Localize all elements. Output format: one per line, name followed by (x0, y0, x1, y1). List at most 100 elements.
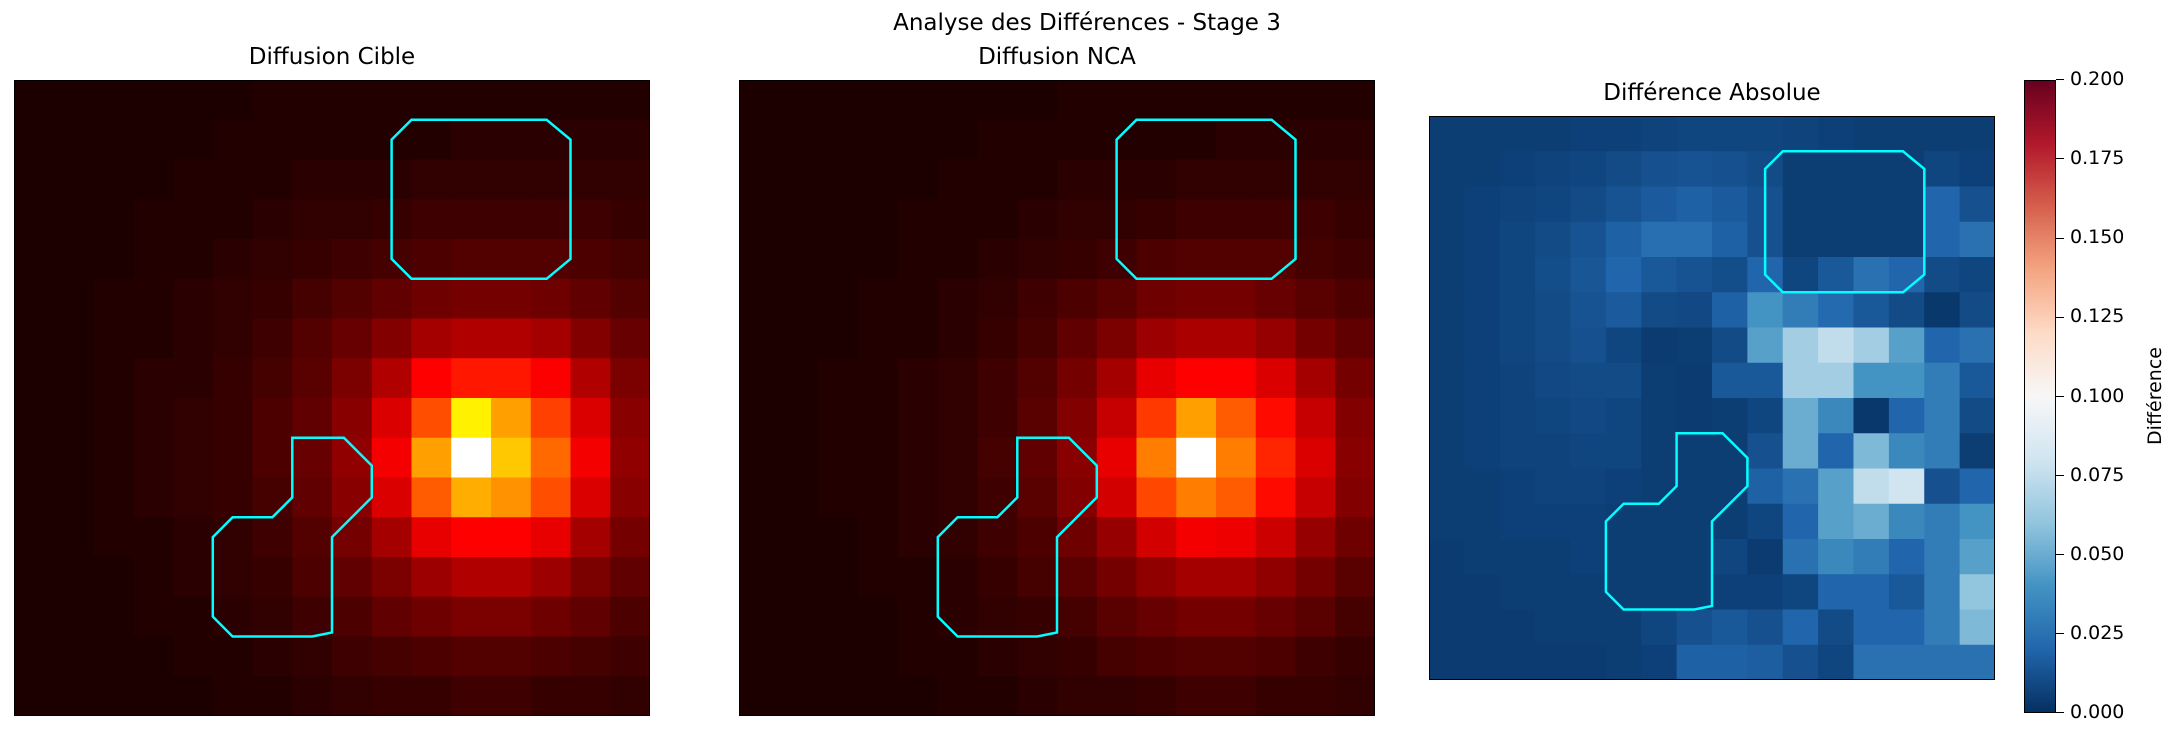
colorbar-label: Différence (2144, 347, 2166, 445)
heatmap-cell (1853, 116, 1890, 152)
heatmap-cell (252, 358, 293, 399)
heatmap-cell (1818, 609, 1855, 646)
heatmap-cell (570, 199, 611, 240)
heatmap-cell (1096, 398, 1138, 439)
heatmap-cell (1888, 644, 1925, 680)
heatmap-cell (1176, 517, 1217, 558)
heatmap-cell (778, 437, 820, 479)
heatmap-cell (1924, 468, 1961, 505)
heatmap-cell (1676, 292, 1713, 329)
heatmap-cell (1570, 574, 1607, 611)
heatmap-cell (212, 596, 254, 638)
heatmap-cell (1017, 676, 1058, 716)
heatmap-cell (53, 437, 95, 479)
obstacle-outline (1115, 118, 1297, 281)
heatmap-cell (1959, 398, 1995, 434)
heatmap-cell (1570, 151, 1607, 188)
heatmap-cell (292, 358, 333, 399)
heatmap-cell (1676, 151, 1713, 188)
heatmap-cell (1176, 239, 1217, 280)
heatmap-cell (451, 517, 492, 558)
heatmap-cell (1818, 151, 1855, 188)
heatmap-cell (1818, 221, 1855, 258)
heatmap-cell (858, 278, 899, 320)
heatmap-cell (1136, 358, 1177, 399)
heatmap-cell (977, 676, 1018, 716)
heatmap-cell (1295, 278, 1336, 320)
heatmap-cell (411, 596, 452, 638)
colorbar-tick-label: 0.150 (2070, 226, 2125, 249)
heatmap-cell (1136, 119, 1177, 161)
heatmap-cell (898, 239, 939, 280)
heatmap-cell (1295, 159, 1336, 200)
heatmap-cell (570, 517, 611, 558)
heatmap-cell (1499, 186, 1536, 223)
heatmap-cell (1096, 636, 1138, 677)
heatmap-cell (898, 557, 939, 598)
heatmap-cell (1429, 151, 1465, 188)
heatmap-cell (53, 596, 95, 638)
heatmap-cell (332, 318, 373, 359)
heatmap-cell (1853, 539, 1890, 575)
heatmap-cell (133, 239, 174, 280)
colorbar (2024, 80, 2056, 713)
heatmap-cell (1096, 278, 1138, 320)
heatmap-cell (1216, 278, 1257, 320)
heatmap-cell (1818, 257, 1855, 293)
heatmap-cell (1535, 221, 1572, 258)
heatmap-cell (1570, 116, 1607, 152)
heatmap-cell (1535, 644, 1572, 680)
heatmap-cell (292, 80, 333, 121)
heatmap-cell (1959, 116, 1995, 152)
heatmap-cell (14, 119, 55, 161)
heatmap-cell (451, 318, 492, 359)
heatmap-cell (1429, 116, 1465, 152)
heatmap-cell (1924, 151, 1961, 188)
heatmap-cell (1535, 609, 1572, 646)
heatmap-cell (1641, 644, 1678, 680)
heatmap-cell (778, 239, 820, 280)
heatmap-cell (491, 119, 532, 161)
heatmap-cell (371, 596, 413, 638)
heatmap-cell (1429, 574, 1465, 611)
heatmap-cell (530, 676, 572, 716)
heatmap-cell (173, 199, 214, 240)
heatmap-cell (1605, 186, 1642, 223)
heatmap-cell (133, 636, 174, 677)
colorbar-tick-label: 0.100 (2070, 384, 2125, 407)
heatmap-cell (977, 477, 1018, 518)
heatmap-cell (14, 159, 55, 200)
heatmap-cell (133, 676, 174, 716)
heatmap-cell (173, 278, 214, 320)
heatmap-cell (1216, 239, 1257, 280)
heatmap-cell (1335, 557, 1375, 598)
heatmap-cell (898, 437, 939, 479)
heatmap-cell (1924, 362, 1961, 399)
heatmap-cell (1853, 327, 1890, 364)
heatmap-cell (1136, 318, 1177, 359)
heatmap-cell (1570, 362, 1607, 399)
heatmap-cell (1057, 80, 1098, 121)
heatmap-cell (1216, 596, 1257, 638)
heatmap-cell (451, 119, 492, 161)
heatmap-cell (1853, 151, 1890, 188)
heatmap-cell (1216, 676, 1257, 716)
heatmap-cell (778, 477, 820, 518)
heatmap-cell (858, 557, 899, 598)
heatmap-cell (1818, 398, 1855, 434)
heatmap-cell (1570, 468, 1607, 505)
heatmap-cell (1605, 644, 1642, 680)
heatmap-cell (1429, 468, 1465, 505)
heatmap-cell (739, 398, 780, 439)
heatmap-cell (1255, 517, 1297, 558)
heatmap-cell (1782, 503, 1819, 540)
heatmap-target-diffusion (14, 80, 650, 716)
heatmap-cell (133, 199, 174, 240)
heatmap-cell (1605, 151, 1642, 188)
heatmap-cell (1464, 292, 1501, 329)
heatmap-cell (1535, 186, 1572, 223)
heatmap-cell (451, 80, 492, 121)
heatmap-cell (610, 517, 650, 558)
heatmap-cell (491, 596, 532, 638)
heatmap-cell (371, 318, 413, 359)
